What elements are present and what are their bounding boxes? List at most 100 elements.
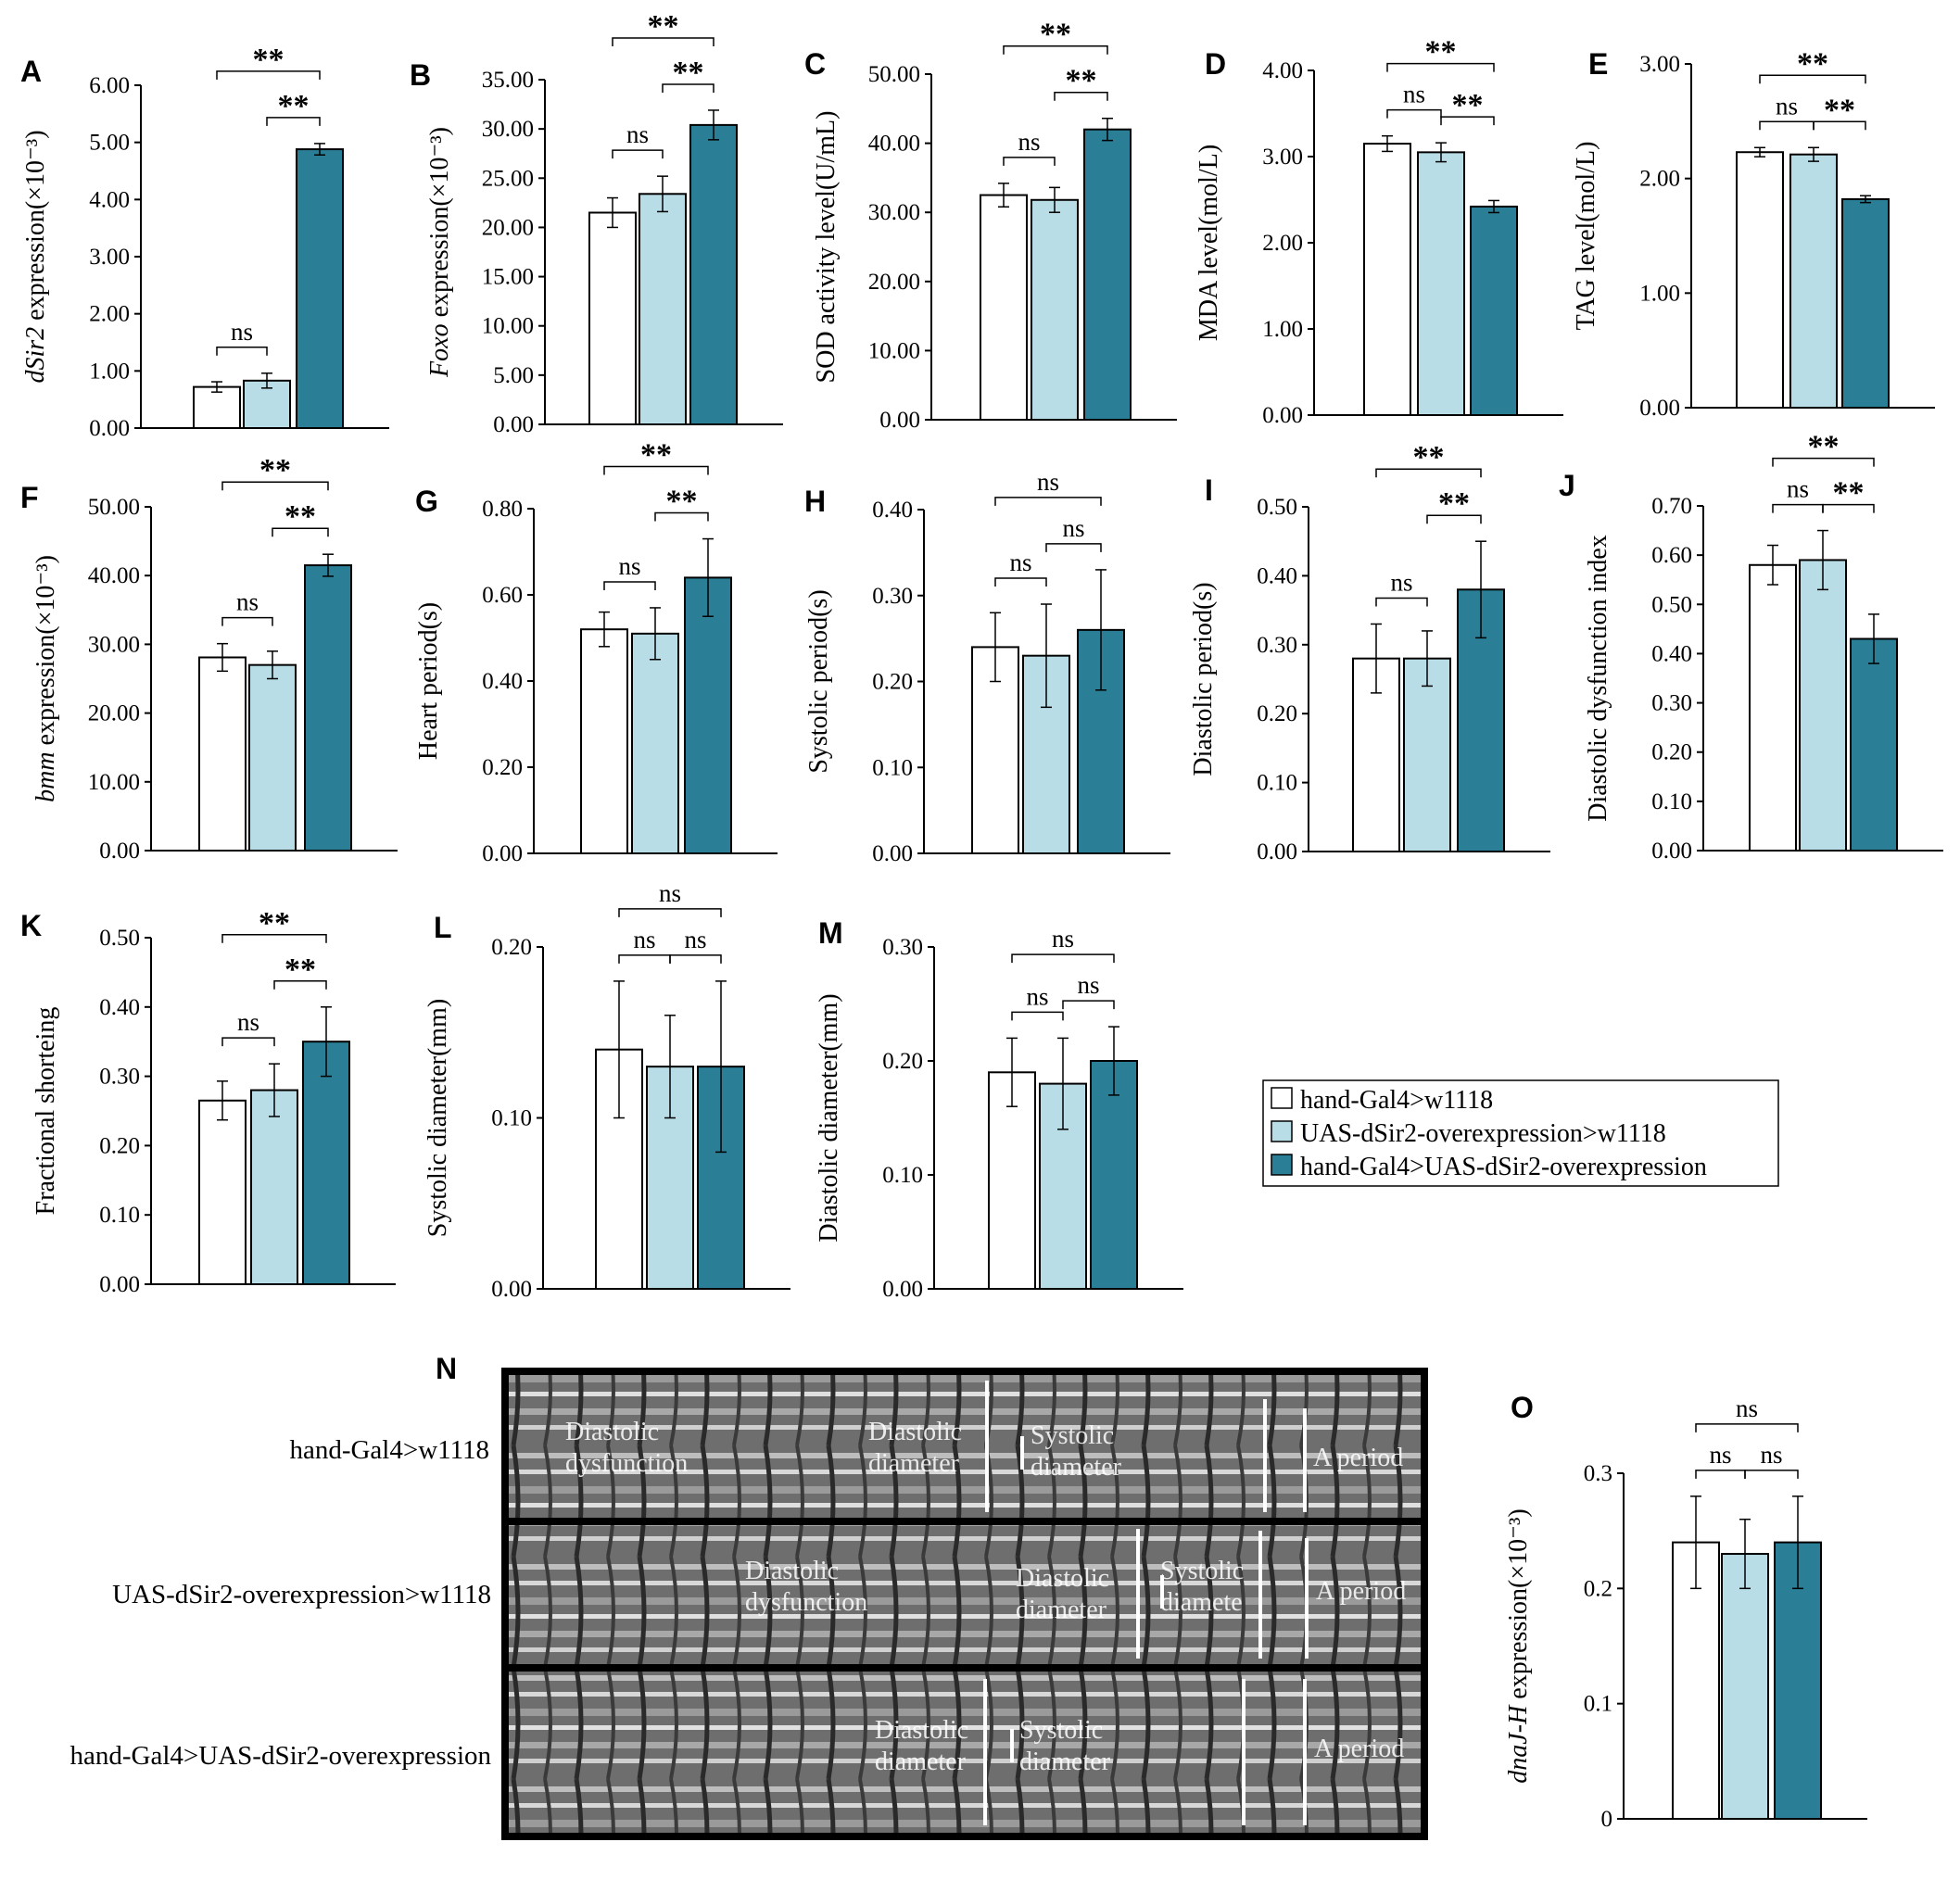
significance-bracket: [1772, 457, 1875, 467]
y-tick-label: 0.00: [1639, 396, 1680, 421]
significance-label: ns: [237, 1008, 259, 1036]
significance-label: **: [1425, 35, 1457, 69]
panel-n: N hand-Gal4>w1118 UAS-dSir2-overexpressi…: [70, 1352, 1428, 1840]
kymograph-annotation: Systolic: [1019, 1716, 1103, 1745]
bar-1: [588, 211, 637, 425]
kymograph-annotation: A period: [1316, 1577, 1406, 1606]
significance-label: **: [1833, 476, 1865, 511]
significance-label: **: [259, 906, 290, 940]
kymograph-row-label-2: UAS-dSir2-overexpression>w1118: [112, 1580, 491, 1609]
kymograph-annotation: dysfunction: [565, 1449, 688, 1478]
bar-1: [193, 385, 241, 430]
significance-label: **: [259, 453, 291, 487]
significance-label: ns: [684, 926, 706, 953]
y-tick-label: 2.00: [1262, 231, 1303, 256]
significance-bracket: [1375, 597, 1428, 607]
significance-label: ns: [236, 588, 259, 616]
kymograph-annotation: Diastolic: [868, 1418, 962, 1446]
panel-label: H: [804, 485, 826, 518]
significance-bracket: [1759, 74, 1866, 84]
bar-3: [684, 576, 732, 855]
significance-bracket: [1003, 44, 1108, 55]
y-axis-label: Diastolic dysfunction index: [1584, 535, 1612, 822]
y-tick-label: 30.00: [88, 632, 140, 657]
significance-label: ns: [1062, 514, 1084, 542]
y-axis-label: SOD activity level(U/mL): [812, 111, 841, 384]
significance-bracket: [1426, 514, 1482, 524]
significance-label: **: [648, 9, 679, 44]
y-tick-label: 0.50: [1651, 592, 1692, 617]
y-tick-label: 0.40: [1651, 641, 1692, 666]
bar-1: [1749, 563, 1797, 852]
y-axis-label: Systolic diameter(mm): [424, 999, 452, 1237]
significance-label: **: [1808, 430, 1840, 464]
y-tick-label: 0.3: [1584, 1461, 1612, 1486]
y-axis-label: Diastolic diameter(mm): [815, 993, 843, 1242]
y-tick-label: 30.00: [482, 117, 534, 142]
panel-label: D: [1205, 47, 1226, 81]
y-axis-label: Systolic period(s): [804, 589, 833, 773]
significance-label: **: [285, 953, 316, 987]
bar-charts-layer: A 0.00 1.00 2.00 3.00 4.00 5.00 6.00 dSir2 expre…: [20, 9, 1943, 1832]
y-tick-label: 4.00: [1262, 58, 1303, 83]
y-tick-label: 0.30: [872, 584, 913, 609]
y-tick-label: 3.00: [89, 245, 130, 270]
kymograph-annotation: Diastolic: [875, 1716, 968, 1745]
significance-bracket: [1375, 468, 1482, 478]
bar-2: [1721, 1553, 1769, 1820]
y-tick-label: 0.30: [1257, 633, 1297, 658]
y-tick-label: 1.00: [1639, 281, 1680, 306]
panel-label: C: [804, 47, 826, 81]
y-tick-label: 0.30: [99, 1065, 140, 1090]
y-tick-label: 0.40: [99, 995, 140, 1020]
significance-bracket: [1386, 108, 1442, 119]
significance-label: **: [666, 485, 698, 519]
y-tick-label: 0.00: [1651, 839, 1692, 864]
chart-panel-g: G 0.00 0.20 0.40 0.60 0.80 Heart period(s) ns **…: [414, 438, 778, 866]
kymograph-annotation: diameter: [1016, 1596, 1107, 1624]
kymograph-annotation: Systolic: [1031, 1421, 1114, 1450]
y-tick-label: 15.00: [482, 265, 534, 290]
bar-1: [1736, 151, 1784, 409]
significance-bracket: [1822, 503, 1875, 513]
y-tick-label: 0.10: [1651, 789, 1692, 814]
y-tick-label: 0.00: [1262, 403, 1303, 428]
y-tick-label: 10.00: [868, 338, 920, 363]
kymograph-annotation: Diastolic: [565, 1418, 659, 1446]
significance-label: **: [285, 499, 316, 534]
chart-panel-j: J 0.00 0.10 0.20 0.30 0.40 0.50 0.60 0.70 Diastol…: [1559, 430, 1943, 864]
significance-label: **: [253, 43, 285, 77]
bar-2: [1403, 657, 1451, 852]
bar-2: [1789, 153, 1838, 410]
y-tick-label: 6.00: [89, 73, 130, 98]
significance-label: ns: [1009, 549, 1031, 576]
significance-label: **: [1797, 46, 1828, 81]
significance-label: ns: [1776, 92, 1798, 120]
significance-bracket: [994, 497, 1102, 506]
bar-1: [980, 194, 1028, 421]
y-tick-label: 0.10: [1257, 771, 1297, 796]
significance-bracket: [221, 934, 327, 943]
bar-1: [198, 1099, 247, 1286]
y-tick-label: 0: [1601, 1807, 1613, 1832]
y-tick-label: 3.00: [1639, 52, 1680, 77]
kymograph-row-label-3: hand-Gal4>UAS-dSir2-overexpression: [70, 1741, 492, 1771]
significance-label: ns: [618, 552, 640, 580]
y-tick-label: 0.00: [882, 1277, 923, 1302]
y-tick-label: 2.00: [1639, 167, 1680, 192]
y-tick-label: 0.50: [99, 926, 140, 951]
kymograph-annotation: diamete: [1160, 1588, 1243, 1617]
significance-label: ns: [626, 120, 649, 148]
significance-bracket: [603, 465, 709, 475]
y-tick-label: 2.00: [89, 302, 130, 327]
y-tick-label: 0.60: [482, 583, 523, 608]
significance-label: ns: [1787, 475, 1809, 503]
legend-label-2: UAS-dSir2-overexpression>w1118: [1300, 1119, 1666, 1148]
bar-1: [580, 628, 628, 855]
bar-3: [1841, 197, 1890, 409]
kymograph-annotation: Diastolic: [1016, 1564, 1109, 1593]
y-tick-label: 20.00: [482, 215, 534, 240]
bar-2: [639, 193, 687, 425]
significance-label: ns: [231, 318, 253, 346]
significance-bracket: [654, 511, 709, 522]
